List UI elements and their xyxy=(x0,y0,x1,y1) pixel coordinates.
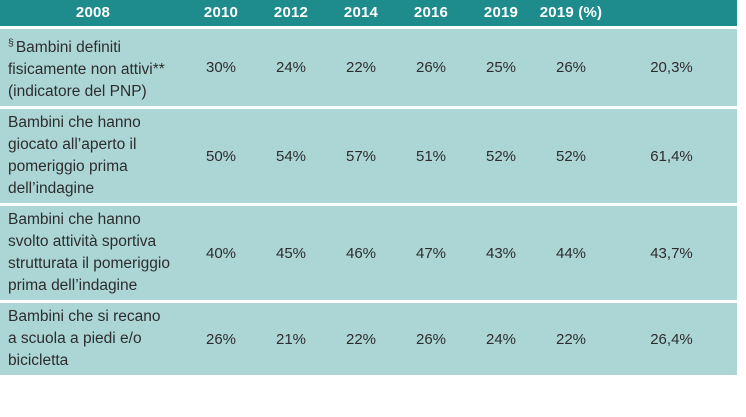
value-cell: 51% xyxy=(415,147,447,165)
value-cell: 25% xyxy=(485,59,517,77)
header-cell: 2019 (%) xyxy=(539,4,603,21)
value-cell: 20,3% xyxy=(650,59,693,77)
value-cell: 22% xyxy=(345,59,377,77)
value-cell: 43,7% xyxy=(650,244,693,262)
value-cell: 46% xyxy=(345,244,377,262)
value-cell: 43% xyxy=(485,244,517,262)
header-cell: 2019 xyxy=(483,4,519,21)
row-label-text: Bambini definiti fisicamente non attivi*… xyxy=(8,39,165,101)
value-cell: 24% xyxy=(275,59,307,77)
row-label: Bambini che hanno svolto attività sporti… xyxy=(0,206,186,300)
header-cell: 2010 xyxy=(203,4,239,21)
activity-table: 2008 2010 2012 2014 2016 2019 2019 (%) § Bambin… xyxy=(0,0,737,376)
value-cell: 26% xyxy=(415,330,447,348)
row-label: § Bambini definiti fisicamente non attivi… xyxy=(0,29,186,106)
table-row: Bambini che hanno svolto attività sporti… xyxy=(0,206,737,301)
row-label: Bambini che hanno giocato all’aperto il … xyxy=(0,109,186,203)
row-label-text: Bambini che si recano a scuola a piedi e… xyxy=(8,308,161,370)
footnote-symbol: § xyxy=(8,37,14,49)
header-row: 2008 2010 2012 2014 2016 2019 2019 (%) xyxy=(0,0,737,26)
value-cell: 54% xyxy=(275,147,307,165)
table-row: § Bambini definiti fisicamente non attivi… xyxy=(0,29,737,107)
value-cell: 45% xyxy=(275,244,307,262)
value-cell: 24% xyxy=(485,330,517,348)
row-label-text: Bambini che hanno svolto attività sporti… xyxy=(8,211,170,295)
table-body: § Bambini definiti fisicamente non attivi… xyxy=(0,29,737,376)
row-label: Bambini che si recano a scuola a piedi e… xyxy=(0,303,186,375)
value-cell: 26% xyxy=(555,59,587,77)
value-cell: 50% xyxy=(205,147,237,165)
table-row: Bambini che si recano a scuola a piedi e… xyxy=(0,303,737,376)
value-cell: 30% xyxy=(205,59,237,77)
value-cell: 22% xyxy=(345,330,377,348)
row-label-text: Bambini che hanno giocato all’aperto il … xyxy=(8,114,141,198)
header-cell: 2012 xyxy=(273,4,309,21)
value-cell: 26% xyxy=(415,59,447,77)
header-cell: 2014 xyxy=(343,4,379,21)
value-cell: 21% xyxy=(275,330,307,348)
header-cell: 2008 xyxy=(75,4,111,21)
value-cell: 61,4% xyxy=(650,147,693,165)
value-cell: 57% xyxy=(345,147,377,165)
value-cell: 52% xyxy=(485,147,517,165)
header-cell: 2016 xyxy=(413,4,449,21)
value-cell: 52% xyxy=(555,147,587,165)
value-cell: 47% xyxy=(415,244,447,262)
value-cell: 40% xyxy=(205,244,237,262)
value-cell: 26% xyxy=(205,330,237,348)
value-cell: 44% xyxy=(555,244,587,262)
value-cell: 22% xyxy=(555,330,587,348)
table-row: Bambini che hanno giocato all’aperto il … xyxy=(0,109,737,204)
value-cell: 26,4% xyxy=(650,330,693,348)
